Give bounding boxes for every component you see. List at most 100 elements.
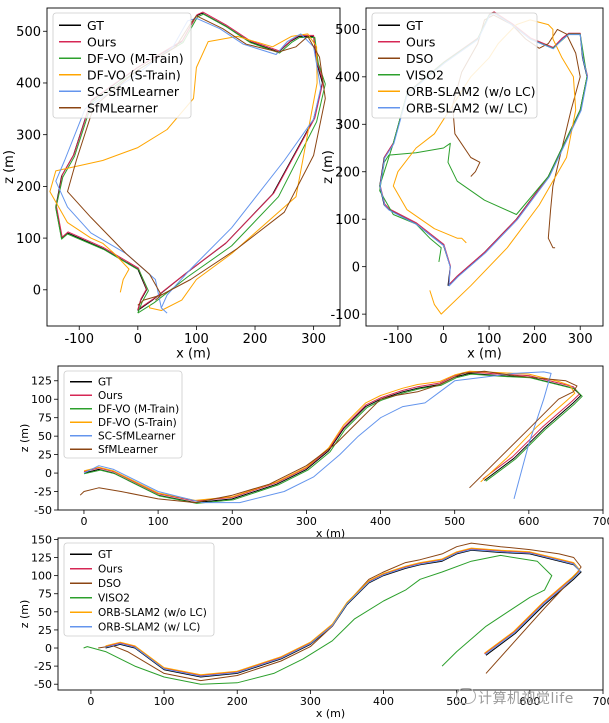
x-tick-label: -100 bbox=[383, 332, 413, 347]
legend-label: Ours bbox=[87, 34, 116, 49]
y-tick-label: 50 bbox=[38, 606, 52, 619]
x-axis-label: x (m) bbox=[176, 346, 211, 361]
y-tick-label: 50 bbox=[38, 430, 52, 443]
y-tick-label: 100 bbox=[31, 570, 52, 583]
legend-box bbox=[371, 12, 538, 119]
plot-frame bbox=[46, 7, 341, 327]
y-axis-label: z (m) bbox=[321, 150, 336, 184]
legend-label: DSO bbox=[406, 51, 434, 66]
plot-frame bbox=[57, 537, 604, 691]
series-line-sfmlearner bbox=[79, 370, 578, 504]
watermark: 计算机视觉life bbox=[478, 691, 574, 707]
legend-label: DF-VO (S-Train) bbox=[98, 417, 177, 429]
x-tick-label: 300 bbox=[296, 515, 317, 528]
x-tick-label: 200 bbox=[522, 332, 547, 347]
y-tick-label: -50 bbox=[34, 678, 52, 691]
y-tick-label: -25 bbox=[34, 660, 52, 673]
series-line-df-vo-s-train- bbox=[49, 33, 318, 311]
y-tick-label: 0 bbox=[33, 283, 41, 298]
y-tick-label: 125 bbox=[31, 375, 52, 388]
y-tick-label: 100 bbox=[16, 232, 41, 247]
x-tick-label: 0 bbox=[80, 515, 87, 528]
chart-panel-1: -100 0 100 200 300 0 100 200 300 400 500 x (m) z (m)… bbox=[2, 7, 341, 361]
series-line-gt bbox=[55, 12, 323, 311]
y-tick-label: 25 bbox=[38, 449, 52, 462]
legend-label: SC-SfMLearner bbox=[98, 431, 176, 443]
x-tick-label: 500 bbox=[444, 515, 465, 528]
y-tick-label: 200 bbox=[16, 180, 41, 195]
y-tick-label: 100 bbox=[31, 393, 52, 406]
x-axis-label: x (m) bbox=[316, 527, 345, 540]
legend-label: SfMLearner bbox=[98, 444, 158, 456]
x-tick-label: 100 bbox=[154, 695, 175, 708]
plot-frame bbox=[57, 365, 604, 511]
legend-label: SfMLearner bbox=[87, 100, 159, 115]
legend-label: ORB-SLAM2 (w/o LC) bbox=[98, 607, 207, 619]
x-tick-label: 200 bbox=[222, 515, 243, 528]
y-tick-label: 500 bbox=[16, 25, 41, 40]
x-tick-label: 700 bbox=[593, 695, 609, 708]
series-line-sfmlearner bbox=[67, 15, 326, 306]
series-line-ours bbox=[55, 11, 324, 310]
legend-label: GT bbox=[87, 18, 104, 33]
x-tick-label: 300 bbox=[300, 695, 321, 708]
x-tick-label: 200 bbox=[227, 695, 248, 708]
chart-panel-2: -100 0 100 200 300 -100 0 100 200 300 400 500 x (m) z… bbox=[321, 7, 604, 361]
legend-label: VISO2 bbox=[406, 67, 444, 82]
watermark-icon bbox=[456, 688, 476, 704]
x-tick-label: 0 bbox=[134, 332, 142, 347]
x-tick-label: 300 bbox=[568, 332, 593, 347]
legend-label: ORB-SLAM2 (w/o LC) bbox=[406, 84, 536, 99]
legend-label: DF-VO (S-Train) bbox=[87, 67, 181, 82]
x-tick-label: 600 bbox=[518, 515, 539, 528]
x-axis-label: x (m) bbox=[316, 707, 345, 720]
x-tick-label: 400 bbox=[370, 515, 391, 528]
y-tick-label: 0 bbox=[352, 260, 360, 275]
y-axis-label: z (m) bbox=[18, 424, 31, 453]
legend-label: ORB-SLAM2 (w/ LC) bbox=[98, 622, 200, 634]
y-tick-label: 200 bbox=[335, 165, 360, 180]
y-tick-label: -100 bbox=[330, 308, 360, 323]
x-tick-label: 0 bbox=[439, 332, 447, 347]
y-tick-label: 400 bbox=[16, 77, 41, 92]
legend-label: VISO2 bbox=[98, 593, 130, 605]
legend-label: DF-VO (M-Train) bbox=[98, 404, 179, 416]
x-tick-label: 300 bbox=[301, 332, 326, 347]
series-line-orb-slam2-w-o-lc- bbox=[105, 547, 581, 676]
y-tick-label: 0 bbox=[45, 467, 52, 480]
y-tick-label: 75 bbox=[38, 412, 52, 425]
plot-frame bbox=[365, 7, 604, 327]
legend-box bbox=[63, 370, 183, 459]
series-line-sc-sfmlearner bbox=[83, 371, 552, 504]
series-line-sc-sfmlearner bbox=[55, 17, 322, 314]
x-tick-label: 400 bbox=[373, 695, 394, 708]
y-axis-label: z (m) bbox=[18, 600, 31, 629]
y-tick-label: 150 bbox=[31, 533, 52, 546]
legend-label: Ours bbox=[406, 34, 435, 49]
y-tick-label: -25 bbox=[34, 485, 52, 498]
chart-panel-3: 0 100 200 300 400 500 600 700 -50 -25 0 25 50 75 100 12… bbox=[18, 365, 609, 540]
y-axis-label: z (m) bbox=[2, 150, 17, 184]
series-line-viso2 bbox=[83, 554, 553, 685]
legend-label: DSO bbox=[98, 578, 121, 590]
x-axis-label: x (m) bbox=[467, 346, 502, 361]
x-tick-label: 100 bbox=[148, 515, 169, 528]
legend-box bbox=[63, 542, 215, 637]
legend-label: GT bbox=[98, 377, 113, 389]
y-tick-label: 300 bbox=[16, 128, 41, 143]
series-line-df-vo-m-train- bbox=[55, 13, 326, 314]
series-line-dso bbox=[98, 542, 582, 682]
x-tick-label: 600 bbox=[519, 695, 540, 708]
x-tick-label: 100 bbox=[477, 332, 502, 347]
y-tick-label: 100 bbox=[335, 213, 360, 228]
x-tick-label: 0 bbox=[87, 695, 94, 708]
x-tick-label: 700 bbox=[593, 515, 609, 528]
y-tick-label: 25 bbox=[38, 624, 52, 637]
y-tick-label: 75 bbox=[38, 588, 52, 601]
y-tick-label: -50 bbox=[34, 504, 52, 517]
x-tick-label: 200 bbox=[243, 332, 268, 347]
series-line-df-vo-s-train- bbox=[83, 370, 576, 501]
y-tick-label: 125 bbox=[31, 552, 52, 565]
legend-label: Ours bbox=[98, 390, 123, 402]
